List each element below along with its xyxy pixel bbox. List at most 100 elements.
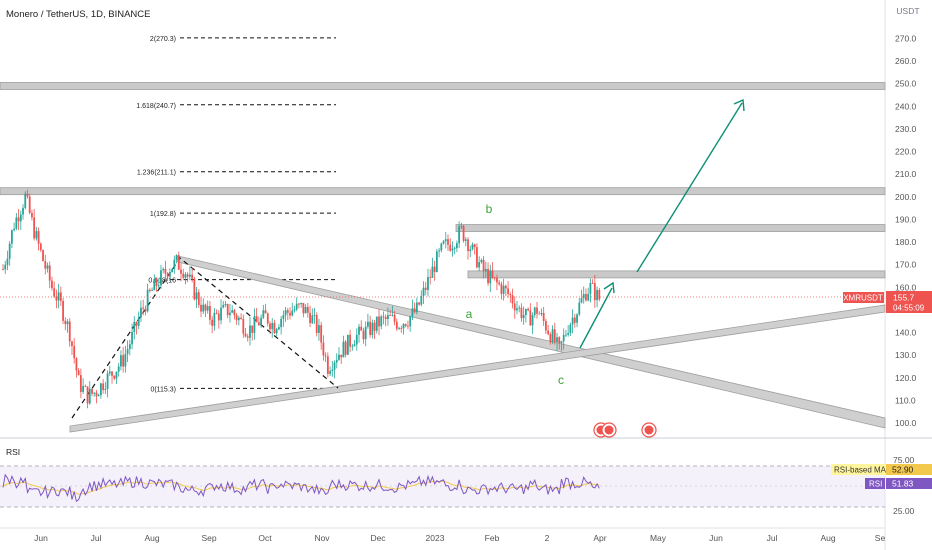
candle-body bbox=[62, 300, 64, 321]
candle-body bbox=[128, 344, 131, 350]
candle-body bbox=[82, 386, 84, 392]
price-badge bbox=[886, 291, 932, 313]
candle-body bbox=[558, 337, 561, 344]
candle-body bbox=[93, 392, 96, 394]
price-tick-label: 100.0 bbox=[895, 418, 917, 428]
candle-body bbox=[582, 294, 585, 299]
candle-body bbox=[573, 317, 576, 323]
candle-body bbox=[182, 273, 185, 278]
candle-body bbox=[556, 337, 558, 343]
resistance-zone bbox=[0, 187, 886, 196]
price-tick-label: 230.0 bbox=[895, 124, 917, 134]
candle-body bbox=[168, 272, 171, 277]
candle-body bbox=[217, 313, 220, 321]
time-axis[interactable]: Jun Jul Aug Sep Oct Nov Dec 2023 Feb 2 Apr May Jun Ju… bbox=[34, 533, 885, 543]
candle-body bbox=[260, 317, 262, 326]
candle-body bbox=[66, 321, 69, 325]
rsi-ma-badge bbox=[831, 464, 885, 475]
candle-body bbox=[407, 325, 409, 327]
long-arrow-head bbox=[733, 98, 745, 112]
candle-body bbox=[511, 295, 514, 304]
economic-event-markers[interactable] bbox=[593, 422, 657, 438]
candle-body bbox=[211, 319, 214, 326]
candle-body bbox=[520, 307, 523, 319]
candle-body bbox=[177, 255, 180, 270]
price-tick-label: 260.0 bbox=[895, 56, 917, 66]
candle-body bbox=[422, 287, 425, 297]
candle-body bbox=[533, 307, 536, 315]
candle-body bbox=[476, 247, 478, 268]
candle-body bbox=[300, 302, 303, 305]
candle-body bbox=[571, 317, 574, 325]
candle-body bbox=[346, 334, 349, 355]
price-tick-label: 240.0 bbox=[895, 101, 917, 111]
candle-body bbox=[565, 334, 567, 336]
candle-body bbox=[142, 307, 145, 309]
candle-body bbox=[489, 270, 492, 284]
candle-body bbox=[387, 314, 389, 319]
price-tick-label: 140.0 bbox=[895, 328, 917, 338]
candle-body bbox=[2, 269, 4, 270]
candle-body bbox=[367, 321, 369, 327]
price-tick-label: 130.0 bbox=[895, 350, 917, 360]
candle-body bbox=[591, 283, 594, 284]
candle-body bbox=[496, 277, 498, 283]
rsi-value: 51.83 bbox=[892, 479, 914, 489]
rsi-ma-value: 52.90 bbox=[892, 465, 914, 475]
candle-body bbox=[251, 325, 254, 333]
price-tick-label: 110.0 bbox=[895, 395, 916, 405]
candle-body bbox=[402, 324, 405, 329]
candle-body bbox=[371, 322, 374, 336]
candle-body bbox=[540, 312, 543, 315]
price-axis[interactable]: 270.0 260.0 250.0 240.0 230.0 220.0 210.0 200.0… bbox=[895, 34, 917, 429]
time-tick-label: Oct bbox=[258, 533, 272, 543]
candle-body bbox=[424, 287, 427, 290]
time-tick-label: Nov bbox=[314, 533, 330, 543]
flag-icon bbox=[604, 425, 614, 435]
candle-body bbox=[309, 312, 311, 324]
candle-body bbox=[315, 315, 318, 333]
candle-body bbox=[415, 302, 418, 313]
candle-body bbox=[500, 284, 503, 294]
candle-body bbox=[37, 231, 40, 244]
candle-body bbox=[373, 322, 376, 331]
candle-body bbox=[504, 285, 507, 289]
candle-body bbox=[229, 312, 231, 316]
price-tick-label: 200.0 bbox=[895, 192, 917, 202]
candle-body bbox=[389, 314, 392, 316]
candle-body bbox=[197, 292, 200, 305]
candle-body bbox=[264, 310, 267, 314]
main-pane[interactable] bbox=[0, 0, 885, 438]
candle-body bbox=[17, 217, 20, 222]
rsi-badge bbox=[865, 478, 885, 489]
candle-body bbox=[222, 305, 225, 308]
candle-body bbox=[596, 289, 598, 301]
candle-body bbox=[53, 288, 56, 297]
candle-body bbox=[453, 248, 456, 250]
candle-body bbox=[253, 316, 256, 333]
candle-body bbox=[108, 371, 111, 374]
candle-body bbox=[338, 354, 340, 360]
wave-dashed-line bbox=[71, 257, 339, 419]
candle-body bbox=[491, 270, 494, 278]
chart-title: Monero / TetherUS, 1D, BINANCE bbox=[6, 9, 151, 20]
candle-body bbox=[458, 226, 461, 244]
trend-lines bbox=[69, 255, 886, 433]
rsi-pane[interactable]: RSI 75.00 25.00 RSI-based MA 52.90 RSI 5… bbox=[0, 447, 932, 516]
candle-body bbox=[547, 330, 550, 335]
candle-body bbox=[524, 308, 527, 315]
candle-body bbox=[100, 383, 102, 396]
projection-arrows bbox=[579, 98, 745, 349]
candle-body bbox=[576, 314, 578, 323]
candle-body bbox=[42, 250, 44, 262]
candle-body bbox=[369, 321, 372, 336]
candle-body bbox=[429, 277, 432, 278]
fib-level-label: 0.618(16 bbox=[148, 278, 176, 285]
candle-body bbox=[320, 325, 323, 343]
candle-body bbox=[355, 334, 358, 345]
candle-body bbox=[28, 196, 31, 213]
candle-body bbox=[578, 302, 581, 315]
candle-body bbox=[206, 306, 209, 311]
candle-body bbox=[124, 354, 127, 367]
